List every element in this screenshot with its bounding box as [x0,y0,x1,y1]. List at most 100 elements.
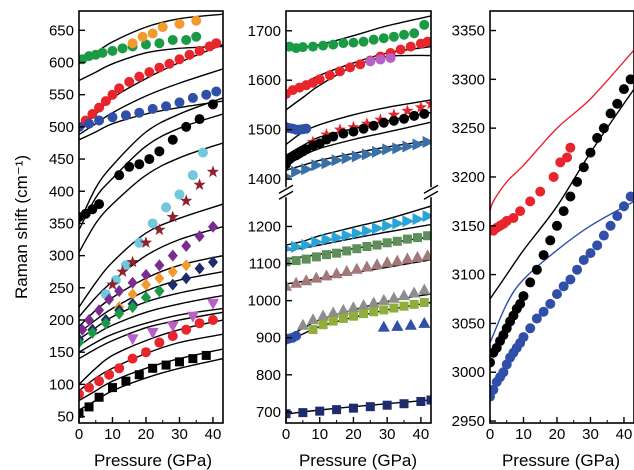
model-curve [79,142,223,253]
data-series [286,122,312,135]
circle-marker [348,126,359,137]
y-tick-label: 1000 [248,293,281,310]
diamond-marker [181,240,192,252]
y-tick-label: 250 [49,280,74,297]
data-series [365,52,396,67]
star-marker [106,278,119,290]
data-series [286,330,302,345]
diamond-marker [114,285,125,297]
triangle-right-marker [402,140,415,153]
data-series [286,210,431,253]
circle-marker [538,250,549,261]
y-tick-label: 600 [49,55,74,72]
data-series [79,99,218,222]
circle-marker [147,28,158,39]
square-marker [409,299,419,309]
circle-marker [181,34,192,45]
circle-marker [324,70,335,81]
circle-marker [94,102,105,113]
circle-marker [174,97,185,108]
circle-marker [161,101,172,112]
x-tick-label: 0 [486,426,494,443]
circle-marker [164,58,175,69]
square-marker [348,311,358,321]
data-series [286,249,431,291]
star-marker [193,178,206,191]
circle-marker [605,220,616,231]
star-marker [320,128,333,140]
diamond-marker [167,278,178,291]
triangle-right-marker [422,136,431,148]
y-tick-label: 1200 [248,218,281,235]
circle-marker [94,376,105,387]
triangle-right-marker [311,159,324,172]
triangle-up-marker [317,309,330,321]
triangle-up-marker [350,262,363,274]
model-curve [79,311,223,360]
circle-marker [157,22,168,33]
data-series [286,19,430,54]
circle-marker [388,31,399,42]
circle-marker [181,121,192,132]
circle-marker [399,113,410,124]
square-marker [399,399,409,409]
y-tick-label: 350 [49,215,74,232]
circle-marker [187,92,198,103]
circle-marker [612,98,623,109]
circle-marker [120,110,131,121]
square-marker [318,320,328,330]
data-series [79,285,165,349]
y-tick-label: 3300 [452,71,485,88]
triangle-up-marker [421,249,431,261]
circle-marker [154,337,165,348]
square-marker [148,363,158,373]
triangle-right-marker [372,222,384,235]
circle-marker [585,248,596,259]
square-marker [332,248,342,258]
diamond-marker [154,272,165,285]
diamond-marker [84,314,94,326]
circle-marker [154,62,165,73]
triangle-right-marker [351,150,364,163]
model-curve [79,203,223,308]
circle-marker [211,86,222,97]
panel-mid-frequency: 0 10 20 30 40 700 800 900 1000 1100 1200 1400 1500 16… [248,10,439,443]
square-marker [369,307,379,317]
circle-marker [395,44,406,55]
circle-marker [578,162,589,173]
y-tick-label: 1700 [248,23,281,40]
circle-marker [104,369,115,380]
triangle-up-marker [391,319,404,331]
square-marker [308,325,318,335]
circle-marker [174,189,185,200]
triangle-down-marker [146,327,159,339]
diamond-marker [154,259,165,272]
star-marker [333,123,347,135]
circle-marker [518,332,529,343]
circle-marker [184,49,195,60]
circle-marker [107,45,118,56]
square-marker [426,395,431,405]
circle-marker [368,34,379,45]
circle-marker [124,76,135,87]
data-series [308,297,429,335]
circle-marker [572,176,583,187]
y-tick-label: 3150 [452,218,485,235]
square-marker [352,244,362,254]
circle-marker [314,74,325,85]
circle-marker [531,313,542,324]
circle-marker [598,230,609,241]
triangle-right-marker [382,143,395,156]
data-series [286,136,431,181]
circle-marker [525,323,536,334]
triangle-up-marker [404,318,417,330]
triangle-up-marker [401,252,414,264]
circle-marker [490,384,499,395]
circle-marker [137,31,148,42]
y-tick-label: 1100 [249,256,281,273]
y-tick-label: 2950 [452,413,485,430]
square-marker [286,409,291,419]
diamond-marker [154,285,165,297]
circle-marker [338,128,349,139]
triangle-up-marker [337,303,350,315]
